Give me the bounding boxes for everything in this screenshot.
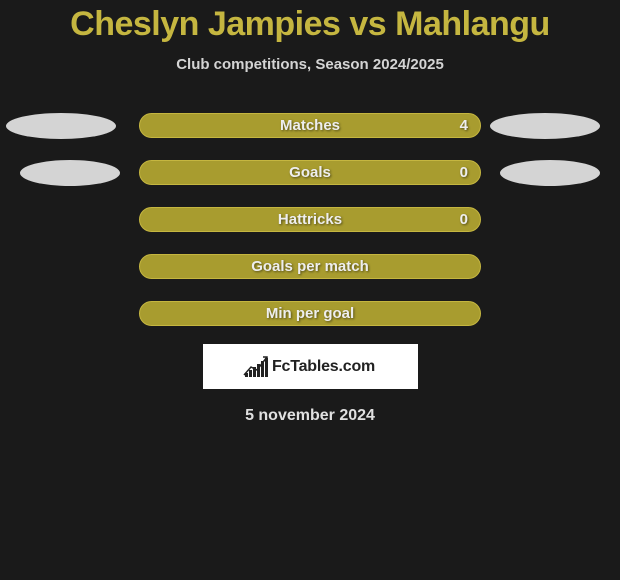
- right-value-ellipse: [490, 113, 600, 139]
- stat-label: Goals per match: [251, 258, 369, 275]
- date-label: 5 november 2024: [245, 407, 375, 425]
- stat-row-goals-per-match: Goals per match: [0, 254, 620, 279]
- stat-value: 0: [460, 164, 468, 181]
- stat-bar: Goals per match: [139, 254, 481, 279]
- left-value-ellipse: [20, 160, 120, 186]
- stat-label: Goals: [289, 164, 331, 181]
- stat-row-hattricks: Hattricks 0: [0, 207, 620, 232]
- page-title: Cheslyn Jampies vs Mahlangu: [70, 5, 550, 44]
- stat-bar: Hattricks 0: [139, 207, 481, 232]
- subtitle: Club competitions, Season 2024/2025: [176, 56, 444, 73]
- chart-icon: [245, 357, 268, 377]
- left-value-ellipse: [6, 113, 116, 139]
- stat-value: 0: [460, 211, 468, 228]
- right-value-ellipse: [500, 160, 600, 186]
- logo-text: FcTables.com: [272, 358, 375, 376]
- stat-label: Hattricks: [278, 211, 342, 228]
- comparison-card: Cheslyn Jampies vs Mahlangu Club competi…: [0, 0, 620, 425]
- stat-bar: Matches 4: [139, 113, 481, 138]
- stat-row-matches: Matches 4: [0, 113, 620, 138]
- stat-row-min-per-goal: Min per goal: [0, 301, 620, 326]
- trend-line-icon: [243, 355, 269, 377]
- stat-bar: Min per goal: [139, 301, 481, 326]
- stat-bar: Goals 0: [139, 160, 481, 185]
- stat-row-goals: Goals 0: [0, 160, 620, 185]
- stats-list: Matches 4 Goals 0 Hattricks 0 Goals per …: [0, 113, 620, 326]
- fctables-logo-link[interactable]: FcTables.com: [203, 344, 418, 389]
- stat-label: Matches: [280, 117, 340, 134]
- stat-value: 4: [460, 117, 468, 134]
- stat-label: Min per goal: [266, 305, 354, 322]
